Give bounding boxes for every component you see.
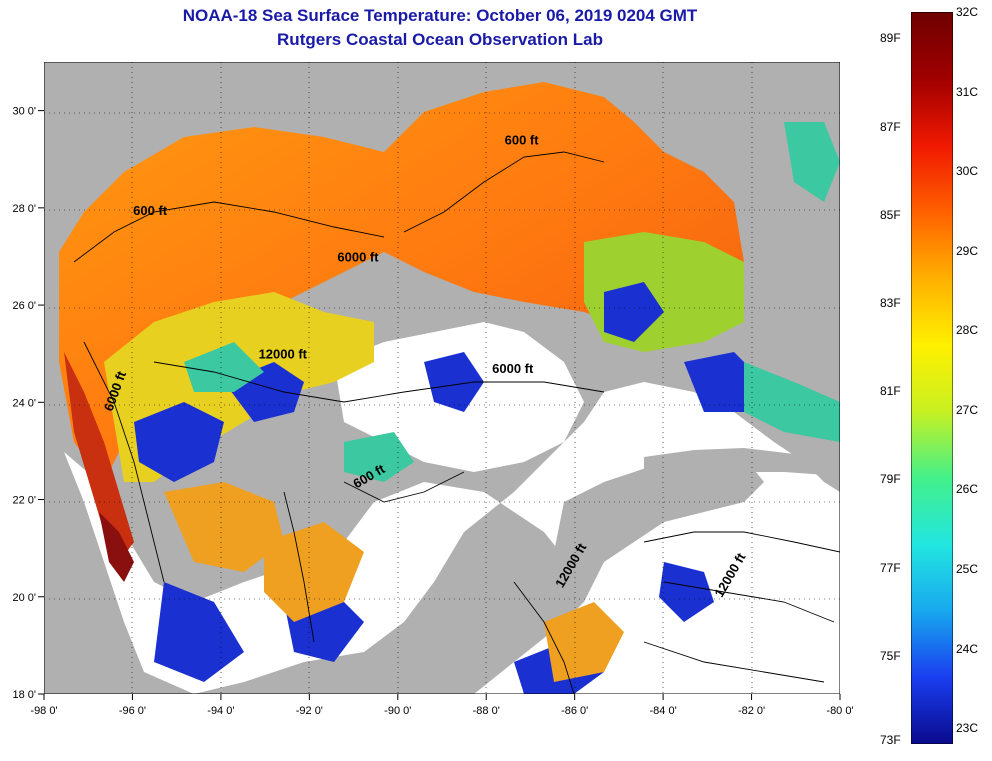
colorbar-c-label: 29C — [956, 243, 979, 258]
lat-tick-label: 30 0' — [12, 106, 36, 118]
colorbar-f-label: 83F — [880, 296, 901, 311]
colorbar-c-label: 24C — [956, 641, 979, 656]
contour-label-4: 6000 ft — [492, 361, 534, 376]
lat-tick-label: 22 0' — [12, 495, 36, 507]
yucatan-land — [549, 452, 764, 622]
chart-title: NOAA-18 Sea Surface Temperature: October… — [182, 6, 698, 25]
lon-tick-label: -96 0' — [119, 705, 146, 717]
colorbar-c-label: 28C — [956, 323, 979, 338]
moderate-water-patches — [184, 122, 840, 482]
colorbar-f-label: 75F — [880, 648, 901, 663]
colorbar-c-label: 31C — [956, 84, 979, 99]
colorbar-c-label: 23C — [956, 721, 979, 736]
lat-tick-label: 24 0' — [12, 397, 36, 409]
lat-tick-label: 18 0' — [12, 689, 36, 701]
colorbar-f-label: 89F — [880, 31, 901, 46]
colorbar-c-label: 32C — [956, 5, 979, 19]
lon-tick-label: -98 0' — [30, 705, 57, 717]
bathymetry-contours — [73, 151, 840, 694]
colorbar-c-label: 30C — [956, 164, 979, 179]
colorbar-c-label: 25C — [956, 561, 979, 576]
warm-water-west — [64, 352, 134, 562]
chart-subtitle: Rutgers Coastal Ocean Observation Lab — [277, 30, 603, 49]
lat-tick-label: 20 0' — [12, 592, 36, 604]
warm-water-patches-south — [164, 482, 624, 682]
contour-label-0: 600 ft — [133, 203, 168, 218]
colorbar-f-label: 87F — [880, 119, 901, 134]
colorbar-c-label: 27C — [956, 402, 979, 417]
colorbar-f-label: 79F — [880, 472, 901, 487]
warm-water-north — [59, 82, 744, 482]
lat-tick-label: 28 0' — [12, 203, 36, 215]
lon-tick-label: -88 0' — [473, 705, 500, 717]
contour-label-3: 12000 ft — [259, 347, 308, 362]
lon-tick-label: -82 0' — [738, 705, 765, 717]
graticule — [44, 62, 840, 694]
colorbar-c-label: 26C — [956, 482, 979, 497]
colorbar — [911, 12, 953, 744]
colorbar-f-label: 77F — [880, 560, 901, 575]
contour-label-1: 600 ft — [505, 133, 540, 148]
lon-tick-label: -94 0' — [207, 705, 234, 717]
cuba-land — [644, 448, 840, 476]
colorbar-f-label: 81F — [880, 384, 901, 399]
lat-tick-label: 26 0' — [12, 300, 36, 312]
contour-label-2: 6000 ft — [337, 249, 379, 264]
longitude-ticks: -98 0' -96 0' -94 0' -92 0' -90 0' -88 0' -86 … — [30, 694, 854, 717]
lon-tick-label: -86 0' — [561, 705, 588, 717]
lon-tick-label: -92 0' — [296, 705, 323, 717]
lon-tick-label: -90 0' — [384, 705, 411, 717]
latitude-ticks: 30 0' 28 0' 26 0' 24 0' 22 0' 20 0' 18 0' — [12, 106, 44, 701]
hot-spot — [99, 512, 134, 582]
colorbar-f-label: 85F — [880, 207, 901, 222]
lon-tick-label: -84 0' — [650, 705, 677, 717]
colorbar-f-label: 73F — [880, 733, 901, 747]
lon-tick-label: -80 0' — [826, 705, 853, 717]
